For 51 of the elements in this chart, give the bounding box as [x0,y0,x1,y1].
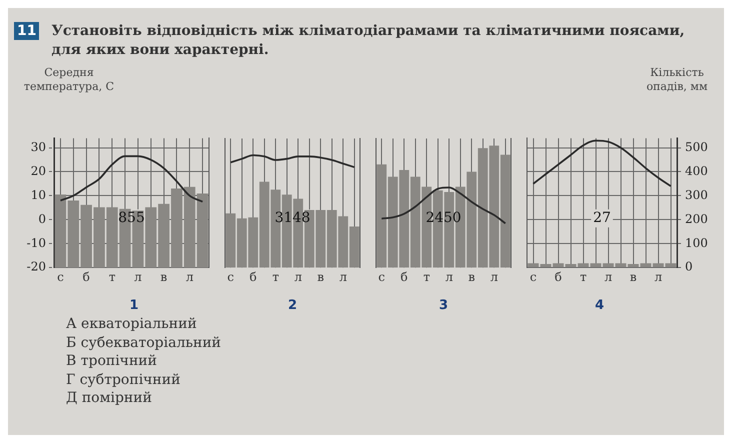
y-axis-title: Середня температура, С [22,66,116,94]
x-tick-label: б [250,270,257,284]
y2-tick-label: 400 [685,164,708,178]
x-tick-label: л [339,270,348,284]
x-tick-label: л [604,270,612,284]
y-tick-label: -20 [26,260,46,274]
x-tick-label: в [468,270,476,284]
y-tick-label: 10 [30,188,46,202]
x-tick-label: л [490,270,498,284]
x-tick-label: с [227,270,234,284]
x-tick-label: т [423,270,430,284]
y-tick-label: -10 [26,236,46,250]
y2-tick-label: 0 [685,260,693,274]
y-tick-label: 30 [30,140,46,154]
x-tick-label: с [57,270,64,284]
x-tick-label: т [108,270,116,284]
text: А екваторіальний [66,315,198,334]
x-tick-label: т [580,270,587,284]
x-tick-label: с [378,270,386,284]
y2-tick-label: 500 [685,140,708,154]
text: Б субекваторіальний [66,334,222,352]
x-tick-label: л [445,270,454,284]
x-tick-label: л [134,270,142,284]
y2-tick-label: 200 [685,212,708,226]
text: Г субтропічний [66,370,182,389]
x-tick-label: л [294,270,302,284]
y-tick-label: 0 [38,212,46,226]
text: В тропічний [66,352,158,370]
x-tick-label: т [272,270,280,284]
x-tick-label: в [160,270,168,284]
text: 11 [14,22,40,40]
x-tick-label: в [317,270,324,284]
y2-tick-label: 300 [685,188,708,202]
text: Д помірний [66,389,153,408]
text: Установіть відповідність між кліматодіаграмами та кліматичними поясами, для яких вони характерні. [51,22,686,60]
x-axis-title: 3 [438,298,450,313]
x-tick-label: б [82,270,90,284]
x-tick-label: в [630,270,637,284]
y2-tick-label: 100 [685,236,708,250]
x-axis-title: 4 [594,298,606,313]
x-tick-label: л [186,270,194,284]
x-tick-label: л [654,270,662,284]
line-series [60,155,204,203]
x-axis-title: 1 [128,298,140,313]
y2-axis-title: Кількість опадів, мм [645,66,709,94]
y-tick-label: 20 [30,164,46,178]
x-tick-label: б [554,270,562,284]
x-tick-label: с [530,270,537,284]
x-axis-title: 2 [286,298,298,313]
x-tick-label: б [400,270,408,284]
annotation: 27 [593,210,611,226]
